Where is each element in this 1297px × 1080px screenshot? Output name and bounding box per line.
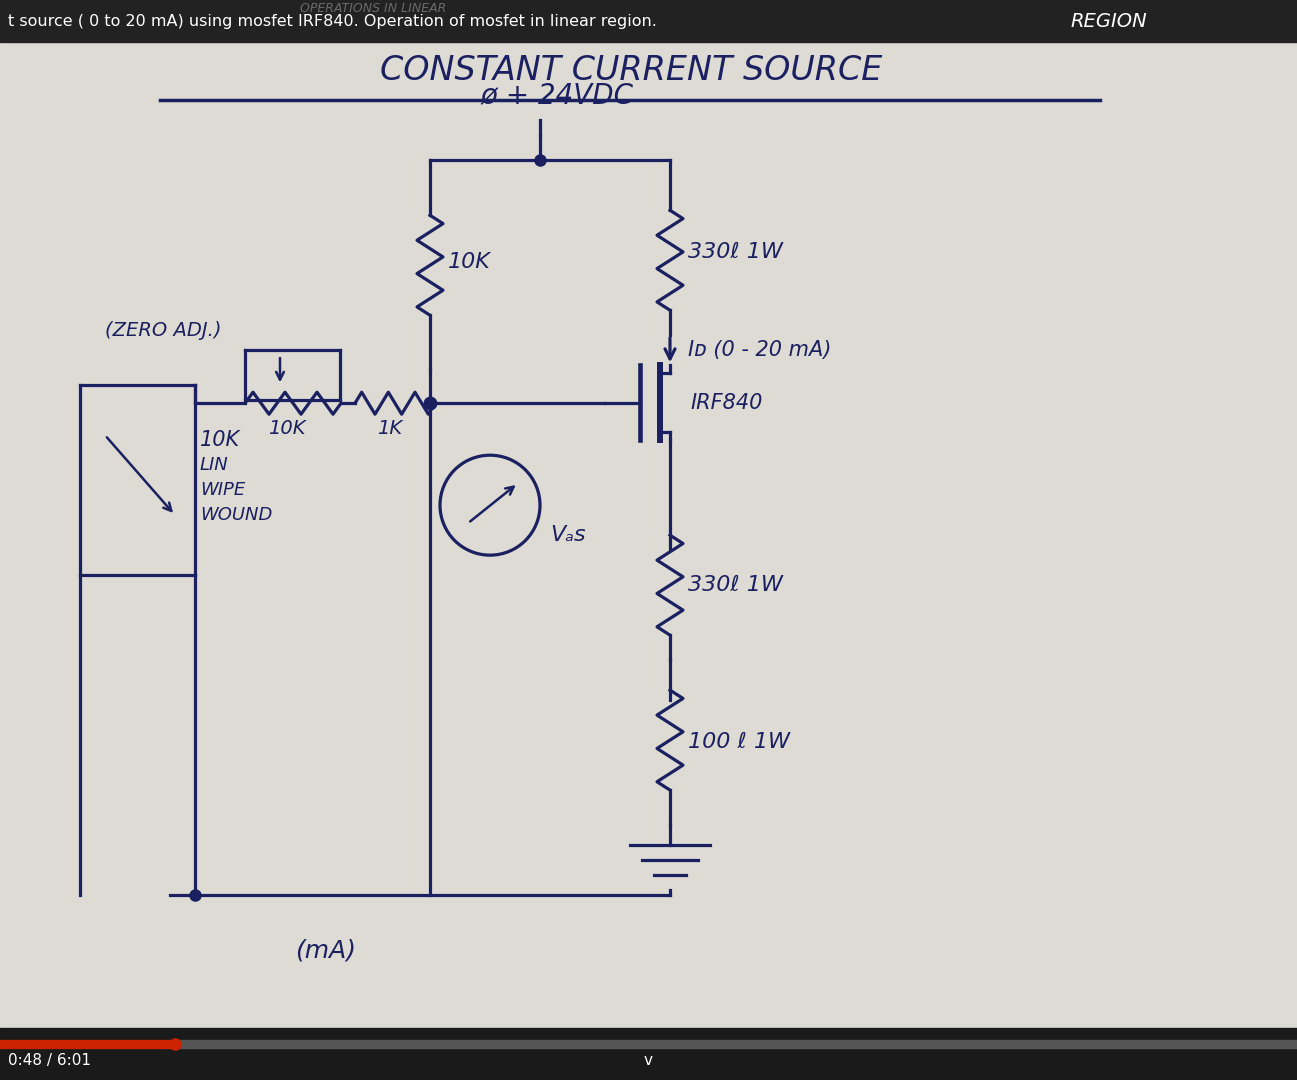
Text: 1K: 1K xyxy=(377,419,402,437)
Text: 10K: 10K xyxy=(200,430,240,450)
Bar xyxy=(0,0,1297,42)
Text: WOUND: WOUND xyxy=(200,507,272,524)
Text: ø + 24VDC: ø + 24VDC xyxy=(480,81,633,109)
Text: LIN: LIN xyxy=(200,456,228,474)
Text: (ZERO ADJ.): (ZERO ADJ.) xyxy=(105,321,222,340)
Text: v: v xyxy=(643,1053,652,1067)
Text: t source ( 0 to 20 mA) using mosfet IRF840. Operation of mosfet in linear region: t source ( 0 to 20 mA) using mosfet IRF8… xyxy=(8,14,656,29)
Text: CONSTANT CURRENT SOURCE: CONSTANT CURRENT SOURCE xyxy=(380,54,882,86)
Text: WIPE: WIPE xyxy=(200,482,245,499)
Text: 100 ℓ 1W: 100 ℓ 1W xyxy=(687,732,790,752)
Text: (mA): (mA) xyxy=(294,939,355,962)
Text: Vₐs: Vₐs xyxy=(550,525,586,545)
Bar xyxy=(0,1040,175,1048)
Text: 0:48 / 6:01: 0:48 / 6:01 xyxy=(8,1053,91,1067)
Text: OPERATIONS IN LINEAR: OPERATIONS IN LINEAR xyxy=(300,2,446,15)
Text: 10K: 10K xyxy=(447,253,490,272)
Text: REGION: REGION xyxy=(1070,12,1147,31)
Text: 10K: 10K xyxy=(268,419,306,437)
Bar xyxy=(175,1040,1297,1048)
Text: 330ℓ 1W: 330ℓ 1W xyxy=(687,576,783,595)
Bar xyxy=(0,1028,1297,1080)
Text: 330ℓ 1W: 330ℓ 1W xyxy=(687,242,783,262)
Text: IRF840: IRF840 xyxy=(690,393,763,414)
Text: Iᴅ (0 - 20 mA): Iᴅ (0 - 20 mA) xyxy=(687,340,831,361)
